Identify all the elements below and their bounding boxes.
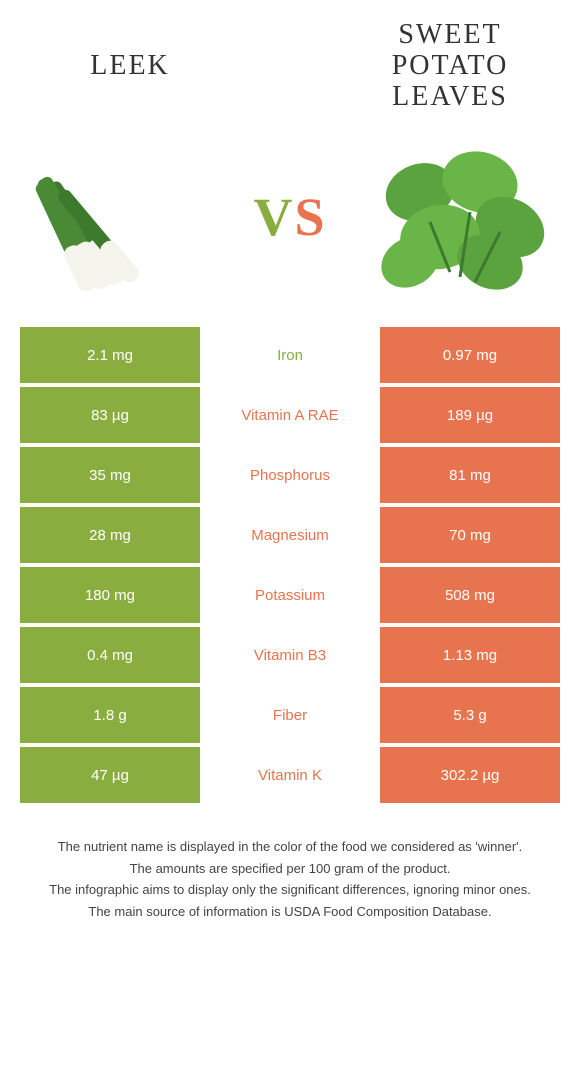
footer-line: The amounts are specified per 100 gram o… (20, 859, 560, 879)
left-value-cell: 47 µg (20, 747, 200, 803)
nutrient-label-cell: Vitamin K (200, 747, 380, 803)
nutrient-label-cell: Iron (200, 327, 380, 383)
nutrient-label-cell: Potassium (200, 567, 380, 623)
table-row: 35 mgPhosphorus81 mg (20, 447, 560, 503)
left-value-cell: 0.4 mg (20, 627, 200, 683)
nutrient-label-cell: Magnesium (200, 507, 380, 563)
footer-notes: The nutrient name is displayed in the co… (0, 807, 580, 953)
vs-label: VS (253, 186, 326, 248)
left-value-cell: 35 mg (20, 447, 200, 503)
right-value-cell: 508 mg (380, 567, 560, 623)
table-row: 0.4 mgVitamin B31.13 mg (20, 627, 560, 683)
right-value-cell: 189 µg (380, 387, 560, 443)
right-value-cell: 302.2 µg (380, 747, 560, 803)
footer-line: The nutrient name is displayed in the co… (20, 837, 560, 857)
table-row: 2.1 mgIron0.97 mg (20, 327, 560, 383)
nutrient-label-cell: Fiber (200, 687, 380, 743)
left-value-cell: 180 mg (20, 567, 200, 623)
right-value-cell: 0.97 mg (380, 327, 560, 383)
left-value-cell: 83 µg (20, 387, 200, 443)
table-row: 83 µgVitamin A RAE189 µg (20, 387, 560, 443)
left-value-cell: 2.1 mg (20, 327, 200, 383)
table-row: 28 mgMagnesium70 mg (20, 507, 560, 563)
right-food-title: Sweet Potato Leaves (350, 20, 550, 112)
footer-line: The infographic aims to display only the… (20, 880, 560, 900)
table-row: 47 µgVitamin K302.2 µg (20, 747, 560, 803)
left-value-cell: 28 mg (20, 507, 200, 563)
comparison-table: 2.1 mgIron0.97 mg83 µgVitamin A RAE189 µ… (20, 327, 560, 803)
right-value-cell: 1.13 mg (380, 627, 560, 683)
nutrient-label-cell: Vitamin A RAE (200, 387, 380, 443)
left-food-title: Leek (30, 50, 230, 82)
right-value-cell: 70 mg (380, 507, 560, 563)
left-value-cell: 1.8 g (20, 687, 200, 743)
vs-v: V (253, 187, 294, 247)
right-value-cell: 5.3 g (380, 687, 560, 743)
nutrient-label-cell: Vitamin B3 (200, 627, 380, 683)
vs-s: S (294, 187, 326, 247)
table-row: 1.8 gFiber5.3 g (20, 687, 560, 743)
footer-line: The main source of information is USDA F… (20, 902, 560, 922)
right-food-image (360, 132, 560, 302)
right-value-cell: 81 mg (380, 447, 560, 503)
nutrient-label-cell: Phosphorus (200, 447, 380, 503)
left-food-image (20, 132, 220, 302)
table-row: 180 mgPotassium508 mg (20, 567, 560, 623)
